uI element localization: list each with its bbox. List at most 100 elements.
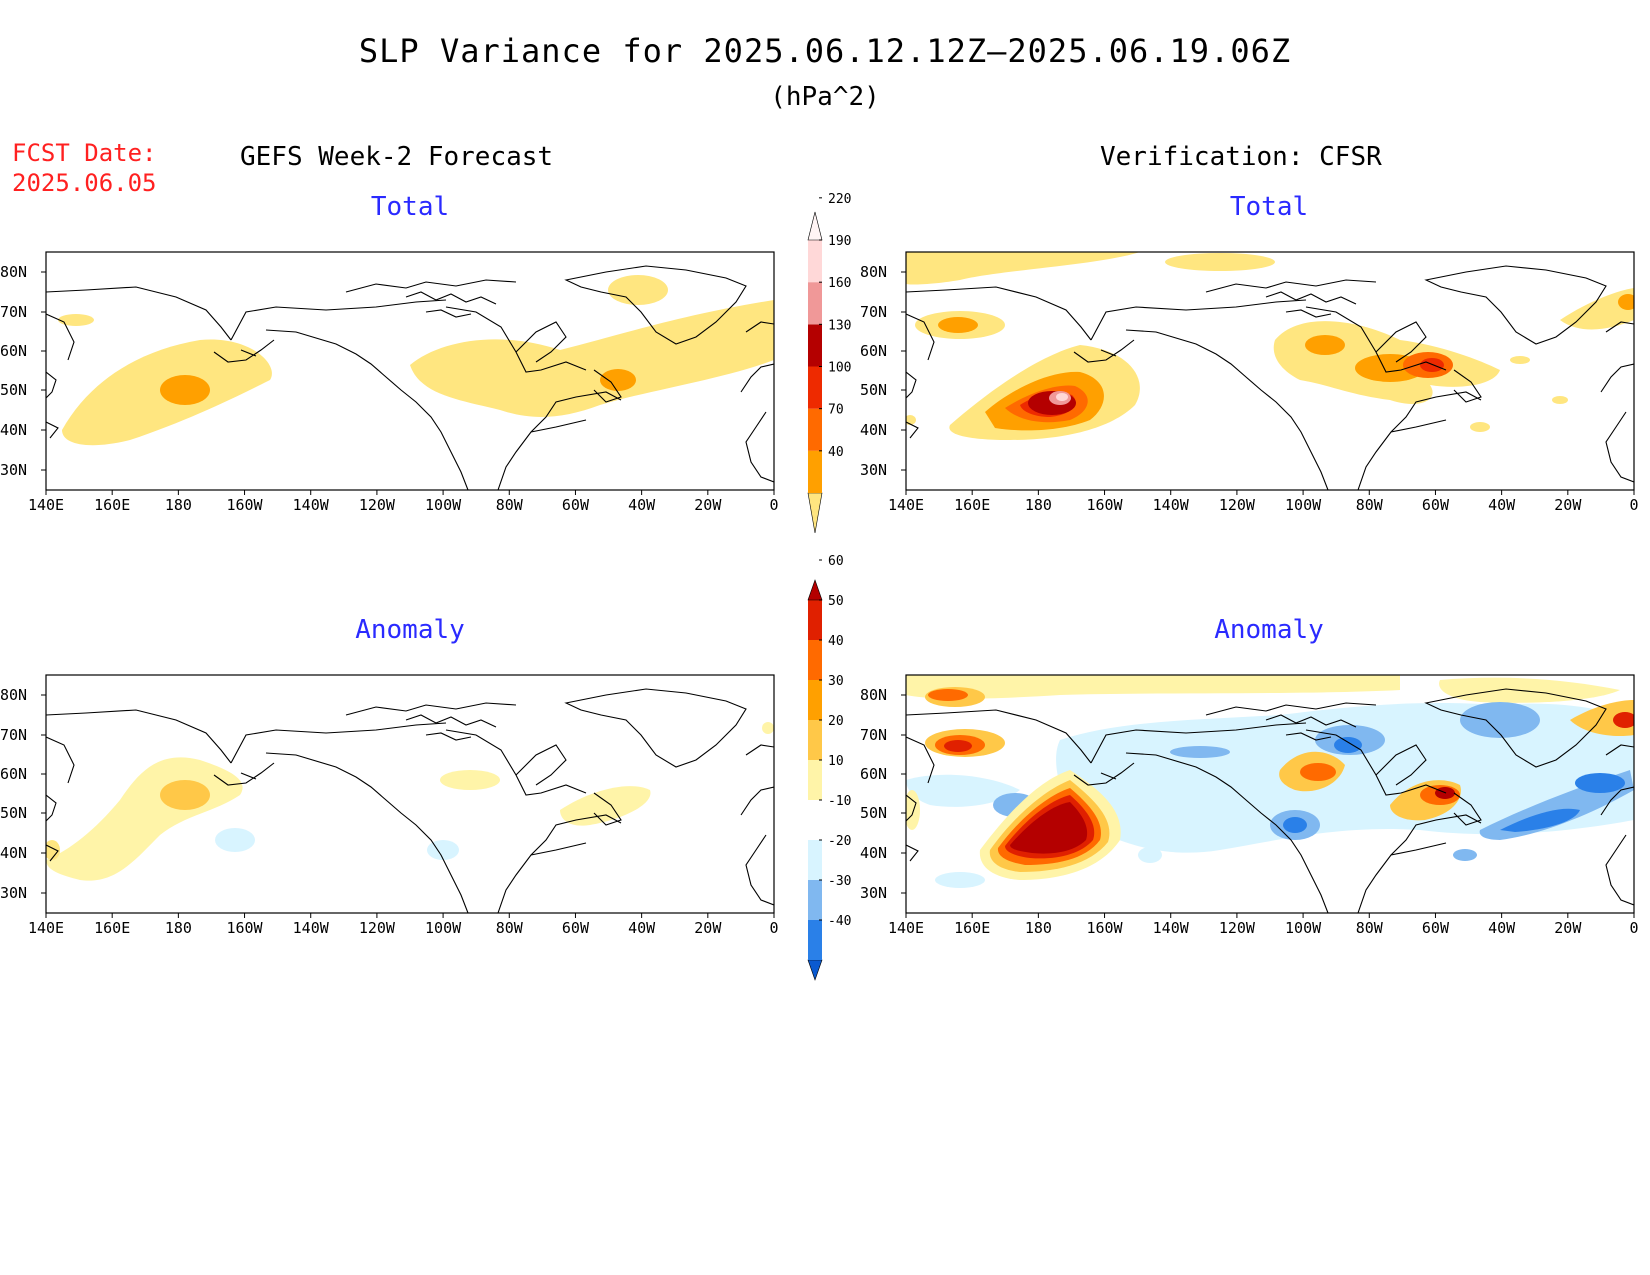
lon-tick-label: 160E (94, 919, 131, 937)
colorbar-label: 190 (828, 234, 851, 249)
panel-title-top-right: Total (1229, 192, 1309, 222)
lon-tick-label: 0 (769, 919, 779, 937)
lon-tick-label: 140E (887, 496, 925, 514)
colorbar-label: 30 (828, 674, 844, 689)
lon-tick-label: 140E (887, 919, 925, 937)
colorbar-box (808, 366, 822, 409)
map-frame-bottom-left (45, 674, 775, 914)
colorbar-label: 220 (828, 192, 851, 207)
map-panel-bottom-right (905, 674, 1635, 914)
lon-tick-label: 80W (495, 919, 523, 937)
lat-tick-label: 80N (860, 263, 888, 281)
lon-tick-label: 140W (1152, 919, 1189, 937)
lon-tick-label: 160E (954, 496, 991, 514)
lon-tick-label: 160E (94, 496, 131, 514)
lon-tick-label: 120W (1218, 919, 1255, 937)
colorbar-box (808, 324, 822, 367)
lon-tick-label: 20W (694, 919, 722, 937)
lon-tick-label: 160E (954, 919, 991, 937)
lon-tick-label: 40W (1488, 919, 1516, 937)
lon-tick-label: 0 (1629, 496, 1639, 514)
lon-tick-label: 120W (358, 919, 395, 937)
colorbar-end-high (807, 579, 823, 601)
lat-tick-label: 60N (0, 765, 28, 783)
map-frame-top-right (905, 251, 1635, 491)
colorbar-box (808, 600, 822, 640)
lat-tick-label: 70N (860, 726, 888, 744)
lat-tick-label: 60N (0, 342, 28, 360)
lon-tick-label: 160W (1086, 496, 1123, 514)
colorbar-box (808, 282, 822, 325)
colorbar-box (808, 840, 822, 880)
colorbar-anomaly: -40 -30 -20 -10 10 20 30 40 50 60 (807, 554, 851, 981)
colorbar-box (808, 408, 822, 451)
map-frame-bottom-right (905, 674, 1635, 914)
main-title: SLP Variance for 2025.06.12.12Z–2025.06.… (358, 32, 1292, 70)
lat-tick-label: 80N (860, 686, 888, 704)
lat-tick-label: 30N (0, 461, 28, 479)
colorbar-box (808, 450, 822, 493)
lat-tick-label: 40N (860, 844, 888, 862)
colorbar-box (808, 720, 822, 760)
lon-tick-label: 0 (769, 496, 779, 514)
lon-tick-label: 60W (1421, 496, 1449, 514)
colorbar-box (808, 880, 822, 920)
lat-tick-label: 50N (0, 804, 28, 822)
lon-tick-label: 180 (164, 496, 192, 514)
lon-tick-label: 120W (1218, 496, 1255, 514)
lon-tick-label: 20W (694, 496, 722, 514)
forecast-date-caption: FCST Date: (12, 139, 157, 167)
map-panel-top-right (905, 251, 1635, 491)
lon-tick-label: 80W (1355, 496, 1383, 514)
lat-tick-label: 30N (860, 461, 888, 479)
lon-tick-label: 100W (425, 496, 462, 514)
colorbar-label: 50 (828, 594, 844, 609)
lon-tick-label: 40W (628, 496, 656, 514)
lon-tick-label: 40W (628, 919, 656, 937)
lon-tick-label: 100W (1285, 496, 1322, 514)
map-panel-top-left (45, 251, 775, 491)
colorbar-total: 40 70 100 130 160 190 220 (807, 192, 851, 534)
colorbar-label: 70 (828, 403, 844, 418)
lat-tick-label: 40N (0, 844, 28, 862)
panel-title-top-left: Total (370, 192, 450, 222)
colorbar-label: 130 (828, 318, 851, 333)
lat-tick-label: 70N (0, 303, 28, 321)
lon-tick-label: 140W (292, 919, 329, 937)
lon-tick-label: 60W (561, 496, 589, 514)
lon-tick-label: 80W (495, 496, 523, 514)
map-panel-bottom-left (45, 674, 775, 914)
lon-tick-label: 60W (1421, 919, 1449, 937)
lon-tick-label: 140E (27, 496, 65, 514)
colorbar-label: -20 (828, 834, 851, 849)
colorbar-box (808, 680, 822, 720)
lat-tick-label: 70N (860, 303, 888, 321)
lon-tick-label: 40W (1488, 496, 1516, 514)
lon-tick-label: 100W (425, 919, 462, 937)
left-column-title: GEFS Week-2 Forecast (240, 142, 554, 172)
lat-tick-label: 80N (0, 686, 28, 704)
panel-title-bottom-right: Anomaly (1214, 615, 1324, 645)
map-frame-top-left (45, 251, 775, 491)
colorbar-label: 10 (828, 754, 844, 769)
colorbar-box (808, 240, 822, 283)
forecast-date-label: FCST Date: 2025.06.05 (12, 138, 157, 198)
lat-tick-label: 30N (0, 884, 28, 902)
lon-tick-label: 100W (1285, 919, 1322, 937)
lon-tick-label: 180 (164, 919, 192, 937)
colorbar-label: -40 (828, 914, 851, 929)
lon-tick-label: 80W (1355, 919, 1383, 937)
lon-tick-label: 60W (561, 919, 589, 937)
lat-tick-label: 50N (0, 381, 28, 399)
colorbar-label: -30 (828, 874, 851, 889)
colorbar-label: 160 (828, 276, 851, 291)
lon-tick-label: 180 (1024, 919, 1052, 937)
lat-tick-label: 30N (860, 884, 888, 902)
colorbar-box (808, 640, 822, 680)
lon-tick-label: 140W (292, 496, 329, 514)
colorbar-box (808, 920, 822, 960)
colorbar-label: 60 (828, 554, 844, 569)
lon-tick-label: 160W (1086, 919, 1123, 937)
lat-tick-label: 60N (860, 342, 888, 360)
